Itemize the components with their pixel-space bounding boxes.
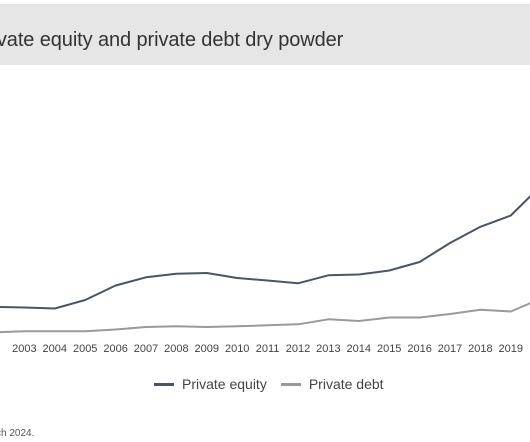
data-point-private-equity-2003 bbox=[23, 306, 26, 309]
series-line-private-debt bbox=[0, 302, 530, 334]
data-point-private-debt-2016 bbox=[418, 316, 421, 319]
data-point-private-equity-2009 bbox=[206, 272, 208, 274]
x-tick-label-2006: 2006 bbox=[103, 343, 127, 355]
x-tick-label-2015: 2015 bbox=[377, 343, 401, 355]
x-tick-label-2016: 2016 bbox=[407, 343, 431, 355]
x-tick-label-2014: 2014 bbox=[347, 343, 371, 355]
data-point-private-equity-2017 bbox=[449, 242, 451, 244]
data-point-private-equity-2012 bbox=[297, 282, 299, 285]
data-point-private-equity-2010 bbox=[236, 277, 238, 279]
data-point-private-equity-2018 bbox=[479, 226, 482, 228]
data-point-private-equity-2004 bbox=[54, 307, 56, 310]
data-point-private-equity-2013 bbox=[327, 274, 330, 277]
x-tick-label-2004: 2004 bbox=[43, 343, 67, 355]
x-tick-label-2010: 2010 bbox=[225, 343, 249, 355]
legend-item-private-equity: Private equity bbox=[154, 376, 267, 392]
x-tick-label-2012: 2012 bbox=[286, 343, 310, 355]
data-point-private-debt-2013 bbox=[327, 318, 330, 321]
data-point-private-debt-2014 bbox=[358, 320, 360, 322]
legend-label-private-equity: Private equity bbox=[182, 376, 267, 392]
data-point-private-debt-2018 bbox=[479, 309, 482, 311]
data-point-private-equity-2008 bbox=[175, 273, 178, 275]
data-point-private-debt-2007 bbox=[145, 326, 147, 328]
data-point-private-equity-2007 bbox=[145, 276, 147, 279]
x-tick-label-2007: 2007 bbox=[134, 343, 158, 355]
data-point-private-equity-2005 bbox=[84, 299, 86, 301]
data-point-private-equity-2019 bbox=[510, 214, 512, 217]
x-tick-label-2005: 2005 bbox=[73, 343, 97, 355]
data-point-private-debt-2006 bbox=[114, 328, 117, 331]
data-point-private-debt-2008 bbox=[175, 325, 178, 328]
chart-title: rivate equity and private debt dry powde… bbox=[0, 29, 344, 51]
data-point-private-debt-2004 bbox=[54, 330, 56, 333]
data-point-private-equity-2016 bbox=[418, 261, 421, 263]
legend-label-private-debt: Private debt bbox=[308, 376, 384, 392]
x-tick-label-2017: 2017 bbox=[438, 343, 462, 355]
series-line-private-equity bbox=[0, 195, 530, 310]
data-point-private-debt-2009 bbox=[206, 326, 208, 328]
source-footnote: ch 2024. bbox=[0, 428, 35, 439]
x-tick-label-2019: 2019 bbox=[499, 343, 523, 355]
data-point-private-debt-2005 bbox=[84, 330, 86, 333]
x-tick-label-2009: 2009 bbox=[195, 343, 219, 355]
data-point-private-equity-2011 bbox=[266, 279, 269, 282]
data-point-private-equity-2006 bbox=[114, 284, 117, 287]
data-point-private-debt-2012 bbox=[297, 323, 299, 326]
data-point-private-debt-2015 bbox=[388, 316, 391, 319]
x-tick-label-2018: 2018 bbox=[468, 343, 492, 355]
x-tick-label-2003: 2003 bbox=[12, 343, 36, 355]
legend-swatch-private-debt bbox=[280, 382, 301, 386]
data-point-private-debt-2019 bbox=[510, 310, 512, 313]
chart-legend: Private equity Private debt bbox=[154, 376, 398, 392]
data-point-private-debt-2003 bbox=[23, 330, 26, 333]
data-point-private-debt-2011 bbox=[266, 324, 269, 327]
data-point-private-equity-2015 bbox=[388, 269, 391, 272]
x-tick-label-2008: 2008 bbox=[164, 343, 188, 355]
data-point-private-debt-2017 bbox=[449, 313, 451, 315]
data-point-private-debt-2010 bbox=[236, 325, 238, 328]
legend-swatch-private-equity bbox=[154, 382, 174, 386]
chart-title-bar: rivate equity and private debt dry powde… bbox=[0, 4, 530, 65]
x-tick-label-2013: 2013 bbox=[316, 343, 340, 355]
x-tick-label-2011: 2011 bbox=[256, 343, 280, 355]
data-point-private-equity-2014 bbox=[358, 273, 360, 276]
legend-item-private-debt: Private debt bbox=[280, 376, 384, 392]
